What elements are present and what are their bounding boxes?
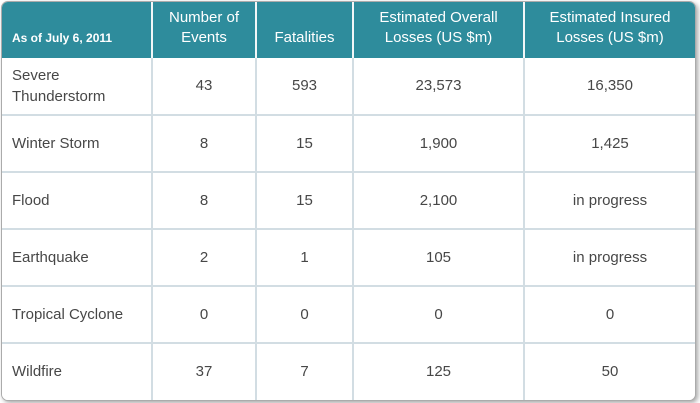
data-cell: in progress xyxy=(524,170,695,229)
data-cell: 15 xyxy=(256,113,354,172)
table-body: Severe Thunderstorm 43 593 23,573 16,350… xyxy=(2,57,695,400)
header-cell-date: As of July 6, 2011 xyxy=(2,2,153,58)
row-label-cell: Winter Storm xyxy=(2,113,153,172)
header-cell-fatalities: Fatalities xyxy=(256,2,354,58)
data-cell: 16,350 xyxy=(524,57,695,115)
data-cell: 1,425 xyxy=(524,113,695,172)
data-cell: 2 xyxy=(152,227,257,286)
data-cell: in progress xyxy=(524,227,695,286)
data-cell: 125 xyxy=(353,341,525,400)
data-cell: 15 xyxy=(256,170,354,229)
table-row-flood: Flood 8 15 2,100 in progress xyxy=(2,170,695,229)
data-cell: 2,100 xyxy=(353,170,525,229)
row-label-cell: Flood xyxy=(2,170,153,229)
data-cell: 50 xyxy=(524,341,695,400)
header-cell-insured-losses: Estimated Insured Losses (US $m) xyxy=(524,2,695,58)
row-label-cell: Severe Thunderstorm xyxy=(2,57,153,115)
data-cell: 23,573 xyxy=(353,57,525,115)
data-cell: 1,900 xyxy=(353,113,525,172)
row-label-cell: Earthquake xyxy=(2,227,153,286)
data-cell: 1 xyxy=(256,227,354,286)
header-cell-overall-losses: Estimated Overall Losses (US $m) xyxy=(353,2,525,58)
row-label-cell: Wildfire xyxy=(2,341,153,400)
row-label-cell: Tropical Cyclone xyxy=(2,284,153,343)
data-cell: 8 xyxy=(152,170,257,229)
data-cell: 0 xyxy=(152,284,257,343)
table-row-earthquake: Earthquake 2 1 105 in progress xyxy=(2,227,695,286)
data-cell: 37 xyxy=(152,341,257,400)
data-cell: 0 xyxy=(353,284,525,343)
data-cell: 8 xyxy=(152,113,257,172)
data-cell: 105 xyxy=(353,227,525,286)
data-cell: 0 xyxy=(524,284,695,343)
header-cell-number-of-events: Number of Events xyxy=(152,2,257,58)
disaster-losses-table: As of July 6, 2011 Number of Events Fata… xyxy=(2,2,695,400)
table-header: As of July 6, 2011 Number of Events Fata… xyxy=(2,2,695,58)
data-cell: 7 xyxy=(256,341,354,400)
table-row-severe-thunderstorm: Severe Thunderstorm 43 593 23,573 16,350 xyxy=(2,57,695,115)
data-cell: 593 xyxy=(256,57,354,115)
table-row-tropical-cyclone: Tropical Cyclone 0 0 0 0 xyxy=(2,284,695,343)
table-row-wildfire: Wildfire 37 7 125 50 xyxy=(2,341,695,400)
data-cell: 43 xyxy=(152,57,257,115)
data-cell: 0 xyxy=(256,284,354,343)
header-row: As of July 6, 2011 Number of Events Fata… xyxy=(2,2,695,58)
table-row-winter-storm: Winter Storm 8 15 1,900 1,425 xyxy=(2,113,695,172)
